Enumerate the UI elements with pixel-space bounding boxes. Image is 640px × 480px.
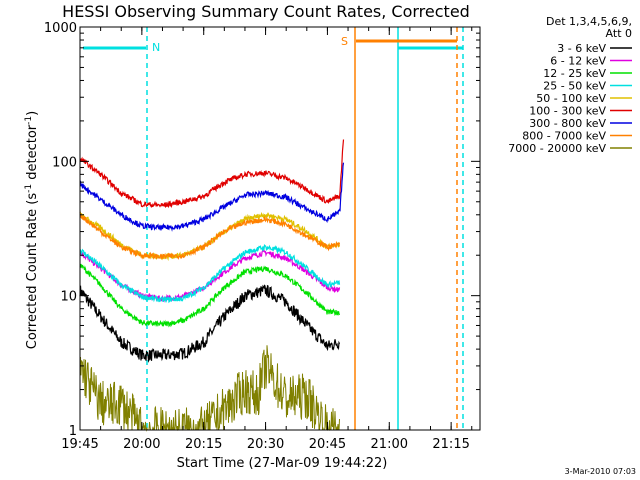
plot-frame	[79, 26, 481, 431]
series-line-6	[79, 162, 345, 232]
x-tick-label: 21:00	[371, 437, 408, 452]
legend-label: 300 - 800 keV	[529, 117, 606, 130]
y-axis-label-end: )	[25, 111, 40, 116]
series-line-4	[79, 210, 341, 262]
x-tick-label: 19:45	[61, 437, 98, 452]
x-axis: 19:45 20:00 20:15 20:30 20:45 21:00 21:15	[61, 27, 473, 452]
series-line-8	[79, 345, 340, 432]
series-line-0	[79, 284, 341, 363]
footer-timestamp: 3-Mar-2010 07:03	[565, 467, 636, 476]
legend-label: 800 - 7000 keV	[522, 130, 606, 143]
legend-label: 50 - 100 keV	[536, 92, 606, 105]
x-tick-label: 20:00	[123, 437, 160, 452]
y-axis-label: Corrected Count Rate (s-1 detector-1)	[24, 111, 40, 349]
y-axis-label-sup2: -1	[24, 116, 34, 125]
series-line-5	[79, 139, 345, 209]
legend-label: 12 - 25 keV	[543, 67, 606, 80]
x-tick-label: 20:30	[247, 437, 284, 452]
y-axis-label-sup1: -1	[24, 184, 34, 193]
legend-label: 7000 - 20000 keV	[508, 142, 606, 155]
y-axis: 1 10 100 1000	[44, 21, 480, 439]
legend-label: 6 - 12 keV	[550, 55, 606, 68]
y-tick-label: 1000	[44, 21, 77, 36]
y-axis-label-main: Corrected Count Rate (s	[25, 193, 40, 350]
x-tick-label: 20:45	[309, 437, 346, 452]
y-tick-label: 100	[52, 155, 77, 170]
series-line-2	[79, 263, 341, 328]
y-tick-label: 1	[69, 424, 77, 439]
x-axis-label: Start Time (27-Mar-09 19:44:22)	[177, 456, 388, 471]
series-group	[79, 139, 345, 432]
series-line-3	[79, 244, 341, 304]
series-line-1	[79, 249, 341, 303]
legend-header: Att 0	[606, 27, 632, 40]
legend-label: 100 - 300 keV	[529, 105, 606, 118]
x-tick-label: 20:15	[185, 437, 222, 452]
chart-title: HESSI Observing Summary Count Rates, Cor…	[62, 2, 470, 21]
night-marker-label: N	[152, 41, 160, 54]
series-line-7	[79, 212, 341, 261]
y-tick-label: 10	[60, 290, 77, 305]
legend-header: Det 1,3,4,5,6,9,	[546, 15, 632, 28]
legend-label: 25 - 50 keV	[543, 80, 606, 93]
y-axis-label-mid: detector	[25, 124, 40, 184]
x-tick-label: 21:15	[432, 437, 469, 452]
saa-marker-label: S	[341, 35, 348, 48]
legend-label: 3 - 6 keV	[557, 42, 606, 55]
